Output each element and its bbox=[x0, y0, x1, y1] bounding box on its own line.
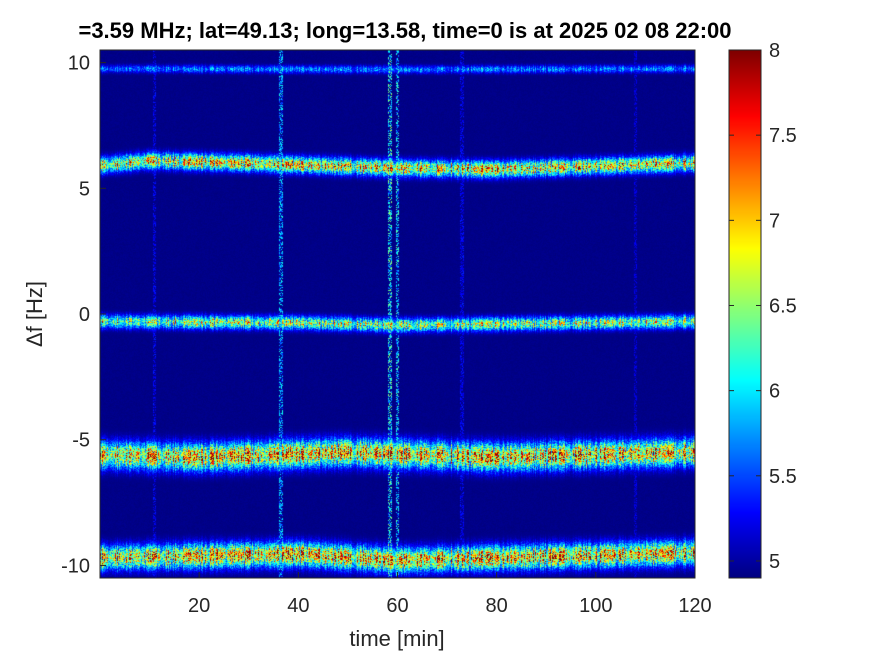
x-axis-ticks: 20 40 60 80 100 120 bbox=[188, 572, 712, 617]
x-tick-label: 80 bbox=[486, 595, 508, 617]
x-tick-label: 20 bbox=[188, 595, 210, 617]
colorbar-gradient bbox=[729, 50, 761, 578]
colorbar-tick-label: 7.5 bbox=[769, 125, 797, 147]
y-tick-label: -10 bbox=[61, 555, 90, 577]
colorbar: 5 5.5 6 6.5 7 7.5 8 bbox=[728, 40, 797, 579]
colorbar-tick-label: 5 bbox=[769, 551, 780, 573]
heatmap-plot-area bbox=[100, 50, 695, 578]
colorbar-ticks: 5 5.5 6 6.5 7 7.5 8 bbox=[729, 40, 797, 573]
x-tick-label: 100 bbox=[579, 595, 612, 617]
y-axis-ticks: -10 -5 0 5 10 bbox=[61, 53, 106, 577]
colorbar-tick-label: 6 bbox=[769, 381, 780, 403]
x-tick-label: 60 bbox=[386, 595, 408, 617]
colorbar-frame bbox=[728, 49, 762, 579]
x-tick-label: 120 bbox=[678, 595, 711, 617]
colorbar-tick-label: 6.5 bbox=[769, 295, 797, 317]
colorbar-tick-label: 5.5 bbox=[769, 466, 797, 488]
x-tick-label: 40 bbox=[287, 595, 309, 617]
heatmap-axes: 20 40 60 80 100 120 -10 -5 0 5 10 bbox=[61, 49, 712, 617]
x-axis-label: time [min] bbox=[349, 626, 444, 651]
y-tick-label: 0 bbox=[79, 304, 90, 326]
colorbar-tick-label: 8 bbox=[769, 40, 780, 62]
y-tick-label: 5 bbox=[79, 178, 90, 200]
y-tick-label: -5 bbox=[72, 430, 90, 452]
colorbar-tick-label: 7 bbox=[769, 210, 780, 232]
chart-title: =3.59 MHz; lat=49.13; long=13.58, time=0… bbox=[78, 18, 731, 43]
y-axis-label: Δf [Hz] bbox=[22, 281, 47, 347]
y-tick-label: 10 bbox=[68, 53, 90, 75]
heatmap-canvas bbox=[100, 50, 695, 578]
